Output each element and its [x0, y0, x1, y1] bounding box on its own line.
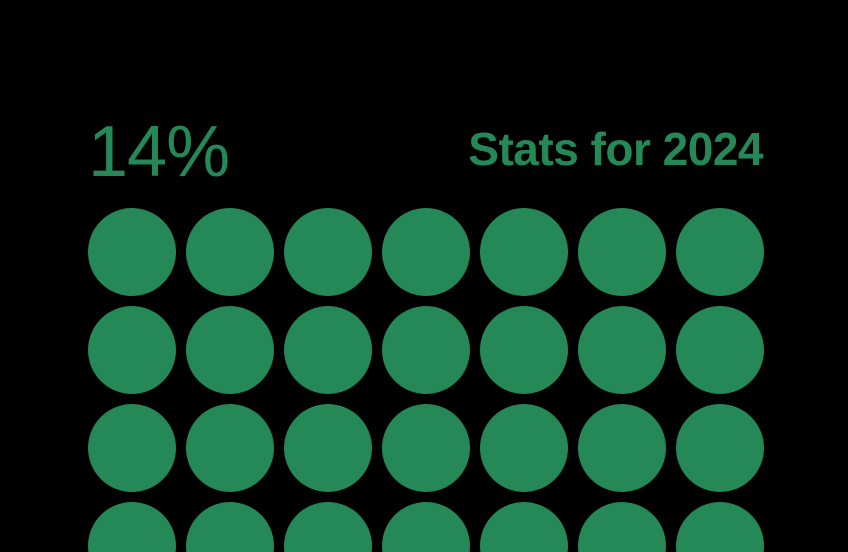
dot-grid [88, 208, 764, 552]
dot-row [88, 404, 764, 502]
dot-marker [88, 502, 176, 552]
dot-marker [186, 306, 274, 394]
page-title: Stats for 2024 [468, 123, 763, 175]
dot-marker [676, 306, 764, 394]
dot-marker [284, 306, 372, 394]
dot-marker [284, 404, 372, 492]
dot-marker [676, 502, 764, 552]
dot-marker [88, 306, 176, 394]
dot-row [88, 306, 764, 404]
dot-marker [284, 502, 372, 552]
dot-marker [676, 208, 764, 296]
dot-marker [382, 208, 470, 296]
header-row: 14% Stats for 2024 [88, 112, 763, 192]
dot-marker [480, 502, 568, 552]
dot-row [88, 502, 764, 552]
dot-marker [578, 404, 666, 492]
dot-marker [480, 306, 568, 394]
dot-marker [382, 306, 470, 394]
dot-marker [284, 208, 372, 296]
dot-marker [480, 404, 568, 492]
dot-marker [186, 404, 274, 492]
dot-marker [578, 208, 666, 296]
dot-marker [676, 404, 764, 492]
dot-marker [578, 306, 666, 394]
dot-marker [480, 208, 568, 296]
dot-marker [186, 208, 274, 296]
dot-marker [382, 404, 470, 492]
percent-value: 14% [88, 112, 230, 192]
dot-row [88, 208, 764, 306]
dot-marker [88, 404, 176, 492]
dot-marker [578, 502, 666, 552]
dot-marker [186, 502, 274, 552]
dot-marker [382, 502, 470, 552]
dot-marker [88, 208, 176, 296]
